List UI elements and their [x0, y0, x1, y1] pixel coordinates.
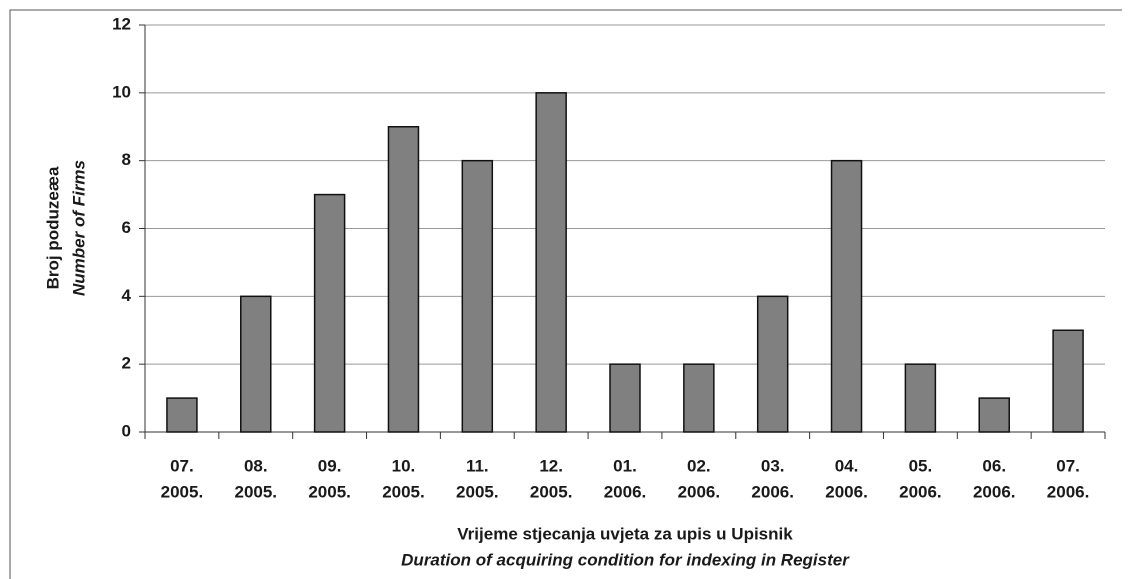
bar: [461, 159, 494, 433]
y-tick-label: 0: [122, 421, 131, 440]
x-axis-title: Vrijeme stjecanja uvjeta za upis u Upisn…: [457, 524, 793, 543]
x-tick-label: 05.: [909, 456, 933, 475]
bar: [683, 363, 715, 433]
x-tick-label: 2006.: [825, 482, 868, 501]
y-label-line: Number of Firms: [69, 160, 88, 296]
x-tick-label: 07.: [170, 456, 194, 475]
x-tick-label: 11.: [466, 456, 489, 475]
x-tick-label: 2006.: [973, 482, 1016, 501]
x-tick-label: 06.: [982, 456, 1006, 475]
x-tick-label: 2005.: [308, 482, 351, 501]
x-tick-label: 10.: [392, 456, 416, 475]
x-tick-label: 04.: [835, 456, 859, 475]
x-tick-label: 2005.: [456, 482, 499, 501]
y-tick-label: 12: [112, 14, 131, 33]
x-tick-label: 01.: [613, 456, 637, 475]
x-tick-label: 2006.: [604, 482, 647, 501]
bar: [387, 126, 420, 433]
frame: [9, 9, 1122, 579]
bar: [535, 92, 567, 433]
x-tick-label: 2005.: [530, 482, 573, 501]
y-tick-label: 6: [122, 218, 131, 237]
bar: [609, 363, 641, 433]
bar: [240, 295, 272, 433]
y-tick-label: 4: [122, 286, 132, 305]
bar: [756, 295, 789, 433]
x-tick-label: 07.: [1056, 456, 1080, 475]
x-tick-label: 2005.: [234, 482, 277, 501]
x-tick-label: 08.: [244, 456, 268, 475]
x-tick-label: 2005.: [382, 482, 425, 501]
bar: [1052, 329, 1084, 433]
y-axis-title: Broj poduzeæa Number of Firms: [43, 160, 88, 296]
x-tick-label: 02.: [687, 456, 711, 475]
x-tick-label: 2006.: [751, 482, 794, 501]
y-label-line: Broj poduzeæa: [43, 166, 62, 289]
y-tick-label: 10: [112, 82, 131, 101]
bar: [166, 397, 198, 433]
x-tick-label: 03.: [761, 456, 785, 475]
x-tick-label: 2006.: [1047, 482, 1090, 501]
y-tick-label: 8: [122, 150, 131, 169]
bar: [313, 193, 346, 433]
x-axis-title: Duration of acquiring condition for inde…: [401, 550, 850, 569]
bar: [904, 363, 937, 433]
x-tick-label: 12.: [539, 456, 563, 475]
x-tick-label: 2006.: [899, 482, 942, 501]
bar: [830, 159, 863, 433]
x-tick-label: 09.: [318, 456, 342, 475]
y-tick-label: 2: [122, 354, 131, 373]
bar: [978, 397, 1010, 433]
x-tick-label: 2005.: [161, 482, 204, 501]
x-tick-label: 2006.: [678, 482, 721, 501]
